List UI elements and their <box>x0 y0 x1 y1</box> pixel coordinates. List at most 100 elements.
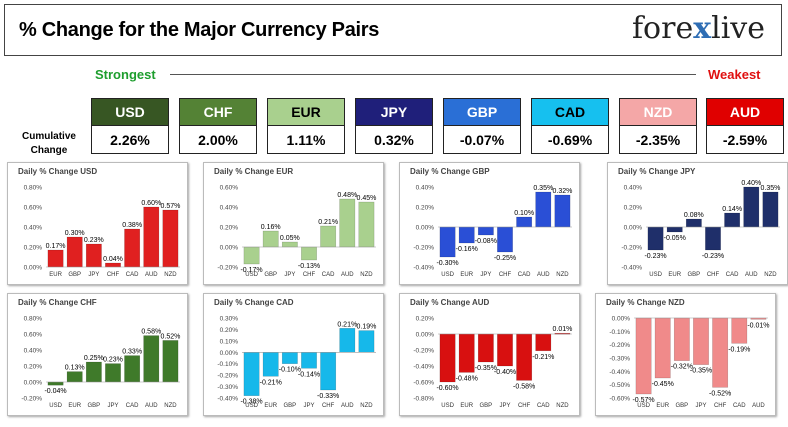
bar-usd <box>635 317 652 395</box>
category-label: JPY <box>284 272 295 278</box>
cumulative-change-value: -2.59% <box>706 126 784 154</box>
bar-chf <box>301 246 317 261</box>
bar-cad <box>535 333 552 352</box>
y-tick-label: 0.40% <box>24 348 43 355</box>
bar-nzd <box>358 201 375 248</box>
category-label: NZD <box>556 403 569 409</box>
bar-chf <box>705 226 721 251</box>
y-tick-label: 0.60% <box>24 205 43 212</box>
category-label: USD <box>245 272 258 278</box>
bar-usd <box>439 226 456 258</box>
currency-box-aud: AUD -2.59% <box>706 98 784 154</box>
chart-title: Daily % Change CAD <box>214 298 294 307</box>
data-label: -0.16% <box>456 246 478 253</box>
category-label: GBP <box>68 272 81 278</box>
bar-usd <box>647 226 664 251</box>
y-tick-label: 0.20% <box>220 225 239 232</box>
bar-chf <box>105 262 121 268</box>
category-label: USD <box>649 272 662 278</box>
cumulative-change-value: 0.32% <box>355 126 433 154</box>
bar-usd <box>243 246 260 265</box>
y-tick-label: 0.00% <box>24 380 43 387</box>
data-label: 0.38% <box>122 222 142 229</box>
data-label: 0.21% <box>318 219 338 226</box>
chart-panel-cad: Daily % Change CAD -0.40% -0.30% -0.20% -0.1… <box>203 293 384 416</box>
y-tick-label: -0.20% <box>621 245 642 252</box>
y-tick-label: -0.40% <box>609 369 630 376</box>
y-tick-label: 0.40% <box>624 185 643 192</box>
y-tick-label: -0.60% <box>413 380 434 387</box>
bar-gbp <box>477 333 494 363</box>
bar-nzd <box>762 191 779 228</box>
chart-title: Daily % Change JPY <box>618 167 696 176</box>
y-tick-label: 0.20% <box>416 205 435 212</box>
data-label: 0.40% <box>741 180 761 187</box>
data-label: -0.21% <box>260 379 282 386</box>
category-label: CHF <box>303 272 316 278</box>
data-label: -0.10% <box>279 367 301 374</box>
cumulative-change-label: Cumulative Change <box>22 131 76 156</box>
data-label: 0.33% <box>122 349 142 356</box>
currency-code: GBP <box>443 98 521 126</box>
bar-gbp <box>85 361 102 383</box>
y-tick-label: 0.20% <box>24 364 43 371</box>
chart-panel-aud: Daily % Change AUD -0.80% -0.60% -0.40% -0.2… <box>399 293 580 416</box>
data-label: -0.57% <box>632 397 654 404</box>
data-label: 0.35% <box>760 185 780 192</box>
bar-chf <box>516 333 533 381</box>
currency-code: USD <box>91 98 169 126</box>
data-label: 0.17% <box>46 243 66 250</box>
currency-box-cad: CAD -0.69% <box>531 98 609 154</box>
bar-eur <box>666 226 683 233</box>
category-label: GBP <box>480 403 493 409</box>
data-label: 0.35% <box>533 185 553 192</box>
category-label: CHF <box>107 272 120 278</box>
category-label: GBP <box>688 272 701 278</box>
y-tick-label: 0.00% <box>24 265 43 272</box>
bar-chf <box>497 226 513 253</box>
data-label: 0.32% <box>552 188 572 195</box>
category-label: GBP <box>264 272 277 278</box>
data-label: 0.01% <box>552 326 572 333</box>
chart-title: Daily % Change EUR <box>214 167 294 176</box>
bar-chart: -0.40% -0.20% 0.00% 0.20% 0.40% -0.30% USD -0.1… <box>413 185 572 279</box>
data-label: -0.23% <box>644 253 666 260</box>
cumulative-change-value: -2.35% <box>619 126 697 154</box>
category-label: USD <box>49 403 62 409</box>
bar-usd <box>439 333 456 383</box>
category-label: AUD <box>752 403 765 409</box>
bar-aud <box>339 328 356 353</box>
y-tick-label: 0.00% <box>624 225 643 232</box>
category-label: CHF <box>707 272 720 278</box>
bar-eur <box>262 352 279 377</box>
category-label: EUR <box>68 403 81 409</box>
header-banner: % Change for the Major Currency Pairs fo… <box>4 4 782 56</box>
data-label: -0.35% <box>475 365 497 372</box>
data-label: -0.33% <box>317 393 339 400</box>
data-label: -0.35% <box>690 368 712 375</box>
y-tick-label: -0.20% <box>217 373 238 380</box>
bar-eur <box>47 249 64 268</box>
data-label: 0.25% <box>84 355 104 362</box>
y-tick-label: 0.80% <box>24 316 43 323</box>
data-label: 0.57% <box>160 203 180 210</box>
y-tick-label: 0.20% <box>416 316 435 323</box>
y-tick-label: 0.00% <box>220 350 239 357</box>
category-label: JPY <box>303 403 314 409</box>
category-label: NZD <box>360 272 373 278</box>
category-label: EUR <box>656 403 669 409</box>
data-label: -0.13% <box>298 263 320 270</box>
currency-box-chf: CHF 2.00% <box>179 98 257 154</box>
data-label: -0.38% <box>240 399 262 406</box>
category-label: CAD <box>126 403 139 409</box>
y-tick-label: 0.60% <box>24 332 43 339</box>
category-label: CHF <box>714 403 727 409</box>
currency-code: CAD <box>531 98 609 126</box>
data-label: -0.40% <box>494 369 516 376</box>
y-tick-label: -0.30% <box>217 384 238 391</box>
data-label: 0.60% <box>141 200 161 207</box>
forexlive-logo: forexlive <box>632 11 765 46</box>
bar-jpy <box>301 352 317 369</box>
chart-panel-usd: Daily % Change USD 0.00% 0.20% 0.40% 0.60% 0.… <box>7 162 188 285</box>
y-tick-label: -0.40% <box>413 265 434 272</box>
